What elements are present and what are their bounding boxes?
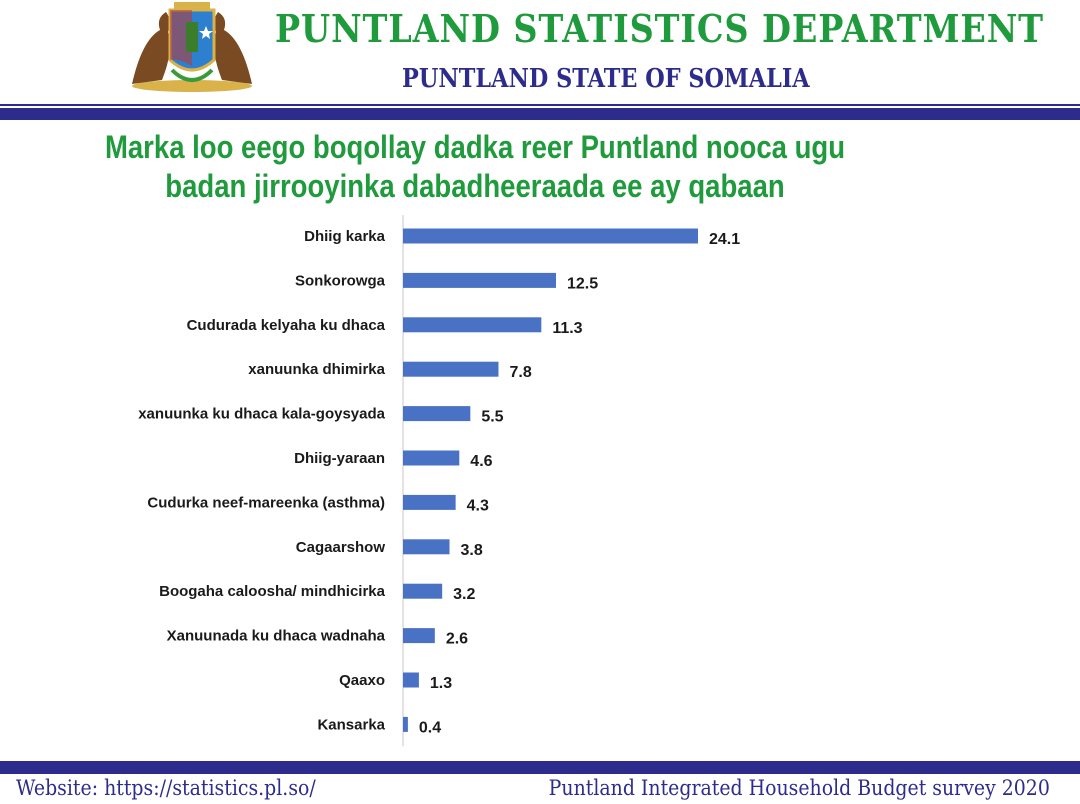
survey-source: Puntland Integrated Household Budget sur… <box>548 776 1050 800</box>
data-label: 24.1 <box>709 231 740 248</box>
category-label: Dhiig karka <box>304 228 386 245</box>
bar <box>403 716 408 732</box>
data-label: 12.5 <box>567 275 598 292</box>
category-label: Cudurada kelyaha ku dhaca <box>187 317 386 334</box>
data-label: 7.8 <box>509 364 531 381</box>
data-label: 11.3 <box>552 320 582 337</box>
data-label: 4.3 <box>467 497 489 514</box>
bar <box>403 628 435 644</box>
chart-title: Marka loo eego boqollay dadka reer Puntl… <box>104 129 846 204</box>
category-label: Dhiig-yaraan <box>294 450 385 467</box>
data-label: 3.8 <box>461 542 483 559</box>
category-label: Qaaxo <box>339 672 385 689</box>
bar-chart: Dhiig karka 24.1 Sonkorowga 12.5 Cudurada ke… <box>138 215 740 747</box>
data-label: 4.6 <box>470 453 492 470</box>
data-label: 1.3 <box>430 675 452 692</box>
data-label: 2.6 <box>446 631 468 648</box>
bar <box>403 539 450 555</box>
category-label: Cudurka neef-mareenka (asthma) <box>147 494 385 511</box>
org-name: PUNTLAND STATISTICS DEPARTMENT <box>275 6 1044 51</box>
category-label: Kansarka <box>317 716 385 733</box>
data-label: 3.2 <box>453 586 475 603</box>
footer-divider-band <box>0 761 1080 774</box>
category-label: Sonkorowga <box>295 272 386 289</box>
bar <box>403 272 557 288</box>
puntland-emblem-logo <box>132 2 252 92</box>
data-label: 5.5 <box>481 409 503 426</box>
bar <box>403 450 460 466</box>
org-subtitle: PUNTLAND STATE OF SOMALIA <box>402 64 810 94</box>
bar <box>403 317 542 333</box>
category-label: Boogaha caloosha/ mindhicirka <box>159 583 386 600</box>
bar <box>403 494 456 510</box>
category-label: xanuunka ku dhaca kala-goysyada <box>138 406 385 423</box>
header-divider-band <box>0 108 1080 120</box>
website-link[interactable]: Website: https://statistics.pl.so/ <box>16 776 316 800</box>
bar <box>403 406 471 422</box>
bar <box>403 583 443 599</box>
category-label: Cagaarshow <box>296 539 386 556</box>
category-label: xanuunka dhimirka <box>248 361 385 378</box>
bar <box>403 228 698 244</box>
bar <box>403 361 499 377</box>
category-label: Xanuunada ku dhaca wadnaha <box>167 628 386 645</box>
data-label: 0.4 <box>419 719 441 736</box>
bar <box>403 672 419 688</box>
header-divider-thin <box>0 104 1080 106</box>
